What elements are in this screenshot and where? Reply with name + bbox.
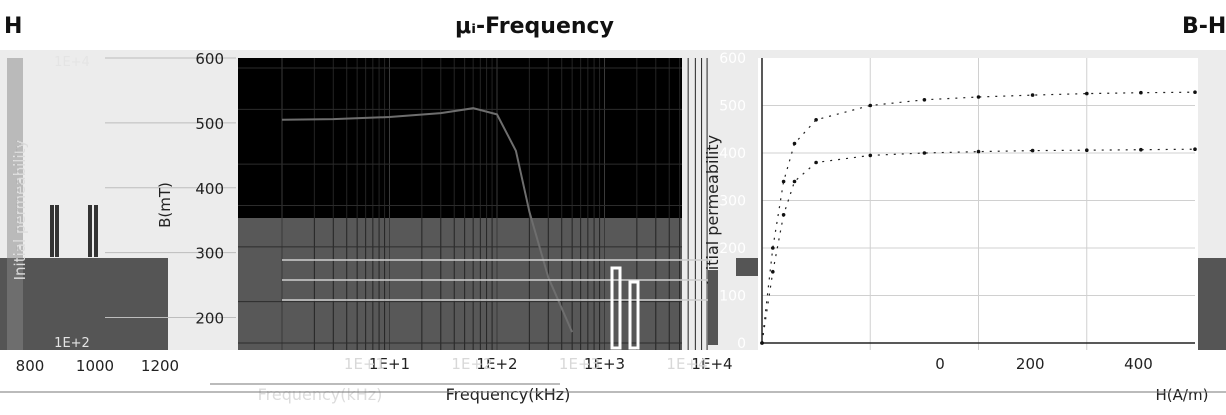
- x-axis-label-ghost: H(A/m): [942, 386, 995, 404]
- data-point: [781, 213, 786, 217]
- x-tick-label: 1E+1: [369, 355, 410, 373]
- series-line: [761, 148, 1196, 344]
- x-tick-label: 1E+4: [691, 355, 732, 373]
- data-point: [814, 118, 818, 122]
- bar-mark: [94, 205, 98, 257]
- x-tick-label-ghost: 0: [758, 354, 767, 370]
- data-point: [976, 149, 981, 154]
- plot-area-dark: [238, 58, 682, 218]
- left-title: H: [4, 14, 23, 39]
- y-tick-label: 300: [195, 245, 224, 263]
- y-tick-label: 200: [195, 310, 224, 328]
- y-tick-label: 200: [719, 241, 746, 257]
- x-axis-label: H(A/m): [1156, 386, 1209, 404]
- y-tick-label: 400: [195, 180, 224, 198]
- x-tick-label-ghost: 1E+1: [344, 355, 385, 373]
- x-tick-label-ghost: 200: [857, 354, 884, 370]
- data-point: [1139, 147, 1143, 152]
- data-point: [771, 246, 775, 250]
- data-point: [922, 98, 927, 102]
- x-tick-label-ghost: 1E+4: [666, 355, 707, 373]
- y-tick-label: 1E+4: [54, 55, 90, 70]
- data-point: [868, 103, 873, 108]
- data-point: [1193, 147, 1197, 151]
- data-point: [814, 160, 818, 165]
- x-tick-label: 1E+2: [476, 355, 517, 373]
- bar-mark: [55, 205, 59, 257]
- right-title: B-H: [1182, 14, 1226, 39]
- plot-area-lower: [238, 218, 682, 350]
- right-dark-band: [1198, 258, 1226, 350]
- x-tick-label-ghost: 1E+3: [559, 355, 600, 373]
- x-tick-label: 200: [1016, 355, 1045, 373]
- data-point: [771, 270, 775, 274]
- x-tick-label-ghost: 400: [965, 354, 992, 370]
- chart-title: μᵢ-Frequency: [455, 14, 614, 39]
- y-tick-label: 100: [719, 289, 746, 305]
- series-line: [281, 107, 574, 333]
- x-tick-label-ghost: 1E+2: [451, 355, 492, 373]
- data-point: [792, 179, 797, 184]
- x-tick-label: 800: [16, 357, 45, 375]
- y-axis-label-ghost: Initial permeability: [11, 140, 29, 281]
- x-tick-label: 1000: [76, 357, 114, 375]
- y-tick-label: 400: [719, 146, 746, 162]
- x-tick-label: 1200: [141, 357, 179, 375]
- data-point: [792, 141, 797, 146]
- bar-mark: [708, 270, 718, 345]
- data-point: [1193, 90, 1197, 94]
- data-point: [1085, 91, 1089, 96]
- y-tick-label: 600: [195, 50, 224, 68]
- data-point: [976, 95, 981, 99]
- data-point: [868, 153, 873, 158]
- y-tick-label: 0: [737, 336, 746, 352]
- bar-mark: [736, 258, 758, 276]
- data-point: [1139, 90, 1143, 95]
- x-axis-label-ghost: Frequency(kHz): [258, 385, 383, 404]
- x-tick-label: 400: [1124, 355, 1153, 373]
- data-point: [1030, 148, 1035, 153]
- y-tick-label: 500: [719, 99, 746, 115]
- y-tick-label: 300: [719, 194, 746, 210]
- data-point: [1030, 93, 1035, 97]
- y-axis-label: Initial permeability: [703, 135, 722, 285]
- data-point: [760, 341, 764, 345]
- data-point: [1085, 148, 1089, 152]
- x-tick-label: 1E+3: [584, 355, 625, 373]
- bar-mark: [610, 266, 622, 350]
- x-axis-label: Frequency(kHz): [446, 385, 571, 404]
- data-point: [922, 151, 927, 155]
- data-point: [781, 179, 786, 184]
- y-axis-label: B(mT): [156, 182, 174, 228]
- bar-mark: [88, 205, 92, 257]
- bar-mark: [628, 280, 640, 350]
- bar-mark: [50, 205, 54, 257]
- x-tick-label-ghost: 600: [1073, 354, 1100, 370]
- y-tick-label: 500: [195, 115, 224, 133]
- x-tick-label: 0: [935, 355, 945, 373]
- y-tick-label: 1E+2: [54, 336, 90, 351]
- left-dark-band: [0, 258, 168, 350]
- y-tick-label: 600: [719, 51, 746, 67]
